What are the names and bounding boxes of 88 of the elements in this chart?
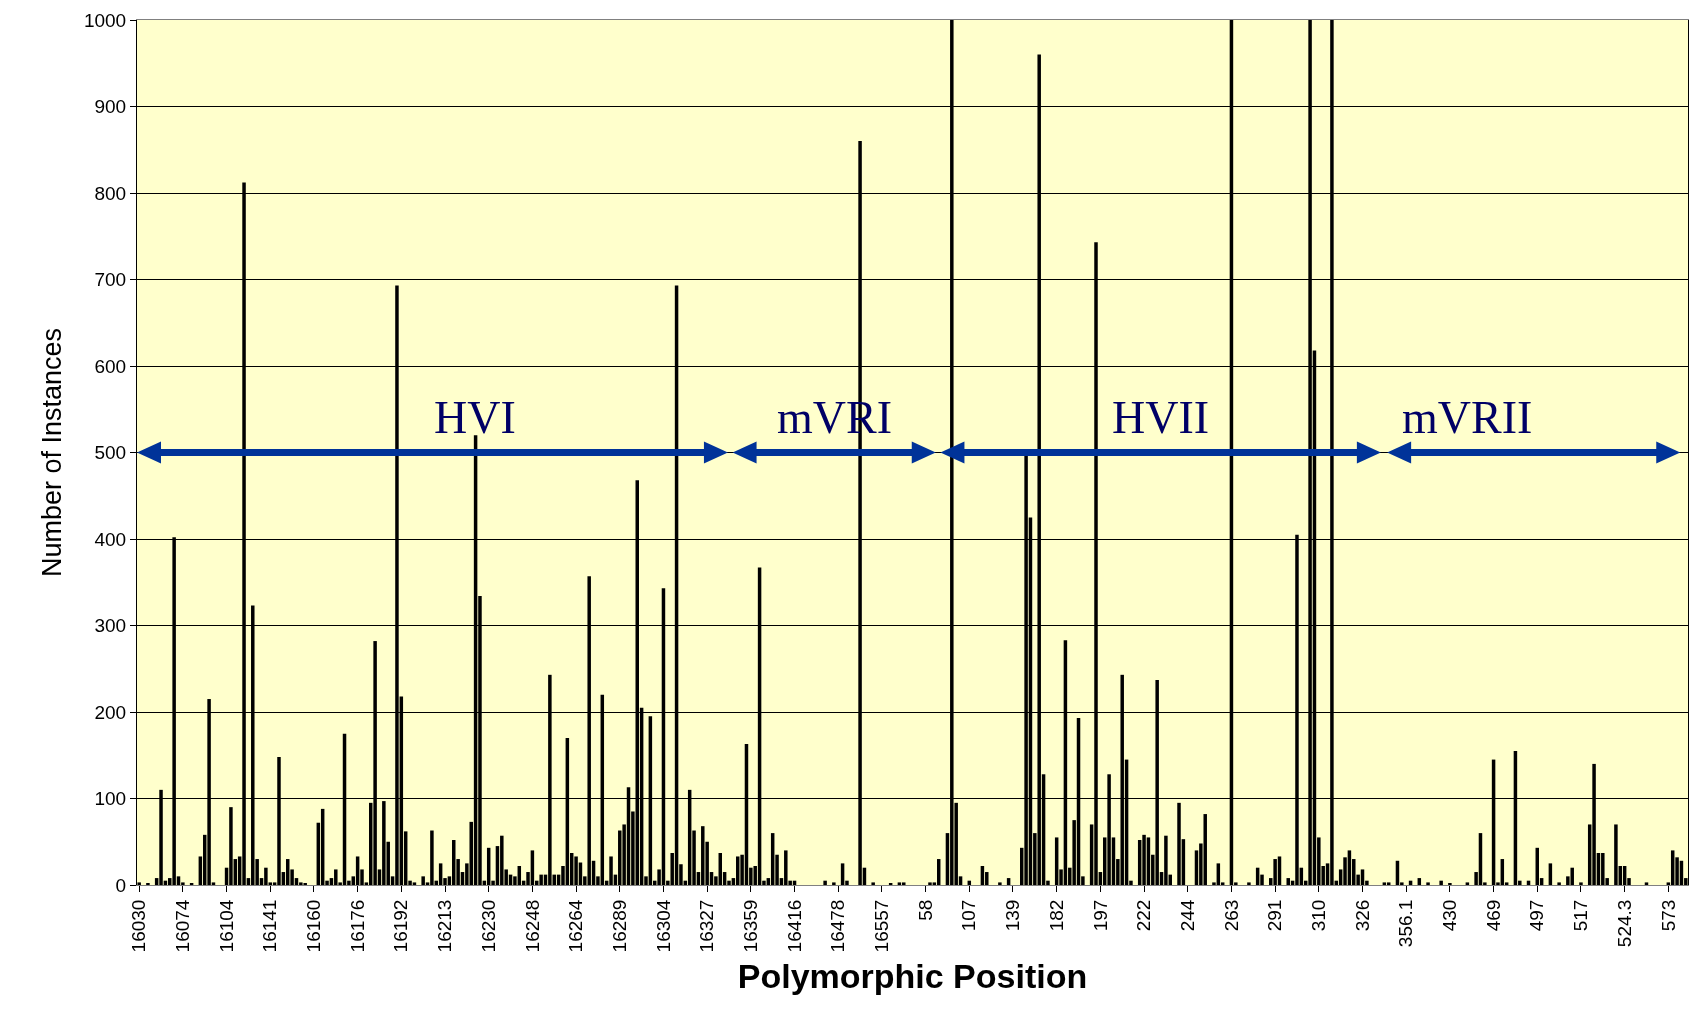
- y-tick-label: 100: [94, 788, 127, 810]
- bar: [1286, 878, 1290, 885]
- x-tick-label: 16160: [303, 899, 325, 953]
- bar: [500, 835, 504, 885]
- bar: [1601, 853, 1605, 885]
- x-tick-label: 291: [1264, 899, 1286, 932]
- bar: [412, 882, 417, 885]
- x-tick-label: 16304: [652, 899, 674, 953]
- y-tick-label: 700: [94, 269, 127, 291]
- x-tick-label: 16074: [172, 899, 194, 953]
- x-axis-title: Polymorphic Position: [737, 956, 1088, 995]
- annotation: mVRII: [1402, 392, 1533, 443]
- bar: [334, 869, 338, 885]
- x-tick-label: 16327: [696, 899, 718, 953]
- bar: [430, 830, 434, 885]
- y-tick-label: 400: [94, 528, 127, 550]
- x-tick-label: 222: [1133, 899, 1155, 932]
- bar: [452, 840, 456, 885]
- x-tick-label: 16104: [215, 899, 237, 953]
- y-tick-label: 1000: [83, 9, 127, 31]
- bar: [421, 876, 425, 885]
- bar: [609, 856, 613, 885]
- annotation: HVII: [1112, 392, 1210, 443]
- x-tick-label: 16213: [434, 899, 456, 953]
- x-tick-label: 430: [1439, 899, 1461, 932]
- bar: [1465, 882, 1470, 885]
- x-tick-label: 244: [1176, 899, 1198, 932]
- x-tick-label: 517: [1570, 899, 1592, 932]
- y-tick-label: 0: [115, 874, 127, 896]
- bar: [1557, 882, 1561, 885]
- x-tick-label: 182: [1045, 899, 1067, 932]
- bar: [299, 882, 303, 885]
- x-tick-label: 16359: [740, 899, 762, 953]
- x-tick-label: 16141: [259, 899, 281, 953]
- x-tick-label: 326: [1351, 899, 1373, 932]
- x-tick-label: 16248: [521, 899, 543, 953]
- y-tick-label: 900: [94, 96, 127, 118]
- x-tick-label: 469: [1482, 899, 1504, 932]
- x-tick-label: 16264: [565, 899, 587, 953]
- x-tick-label: 16416: [783, 899, 805, 953]
- x-tick-label: 107: [958, 899, 980, 932]
- y-tick-label: 200: [94, 701, 127, 723]
- x-tick-label: 263: [1220, 899, 1242, 932]
- bar: [1426, 882, 1430, 885]
- x-tick-label: 16192: [390, 899, 412, 953]
- bar: [539, 874, 543, 885]
- bar: [1203, 814, 1207, 885]
- bar: [784, 850, 788, 885]
- bar: [1386, 882, 1391, 885]
- bar: [1164, 835, 1168, 885]
- x-tick-label: 524.3: [1613, 899, 1635, 948]
- bar: [229, 807, 233, 885]
- x-tick-label: 16557: [871, 899, 893, 953]
- x-tick-label: 139: [1002, 899, 1024, 932]
- bar: [1644, 882, 1649, 885]
- x-tick-label: 356.1: [1395, 899, 1417, 948]
- bar: [902, 882, 906, 885]
- x-tick-label: 310: [1307, 899, 1329, 932]
- bar: [1382, 882, 1387, 885]
- x-tick-label: 497: [1526, 899, 1548, 932]
- bar: [998, 882, 1002, 885]
- bar: [382, 801, 386, 885]
- bar: [928, 882, 932, 885]
- x-tick-label: 58: [914, 899, 936, 921]
- bar: [897, 882, 902, 885]
- y-tick-label: 800: [94, 182, 127, 204]
- bar: [832, 882, 836, 885]
- bar: [1247, 882, 1251, 885]
- bar: [1614, 824, 1618, 885]
- x-tick-label: 16289: [608, 899, 630, 953]
- x-tick-label: 573: [1657, 899, 1679, 932]
- annotation: HVI: [434, 392, 516, 443]
- bar: [264, 867, 268, 885]
- bar: [1439, 880, 1443, 885]
- y-tick-label: 500: [94, 442, 127, 464]
- x-tick-label: 16230: [477, 899, 499, 953]
- y-axis-title: Number of Instances: [36, 327, 67, 578]
- bar: [1570, 867, 1574, 885]
- x-tick-label: 16176: [346, 899, 368, 953]
- x-tick-label: 16030: [128, 899, 150, 953]
- y-tick-label: 600: [94, 355, 127, 377]
- bar: [1177, 802, 1181, 885]
- x-tick-label: 16478: [827, 899, 849, 953]
- x-tick-label: 197: [1089, 899, 1111, 932]
- bar: [871, 882, 875, 885]
- y-tick-label: 300: [94, 615, 127, 637]
- bar: [823, 880, 827, 885]
- bar: [701, 826, 705, 885]
